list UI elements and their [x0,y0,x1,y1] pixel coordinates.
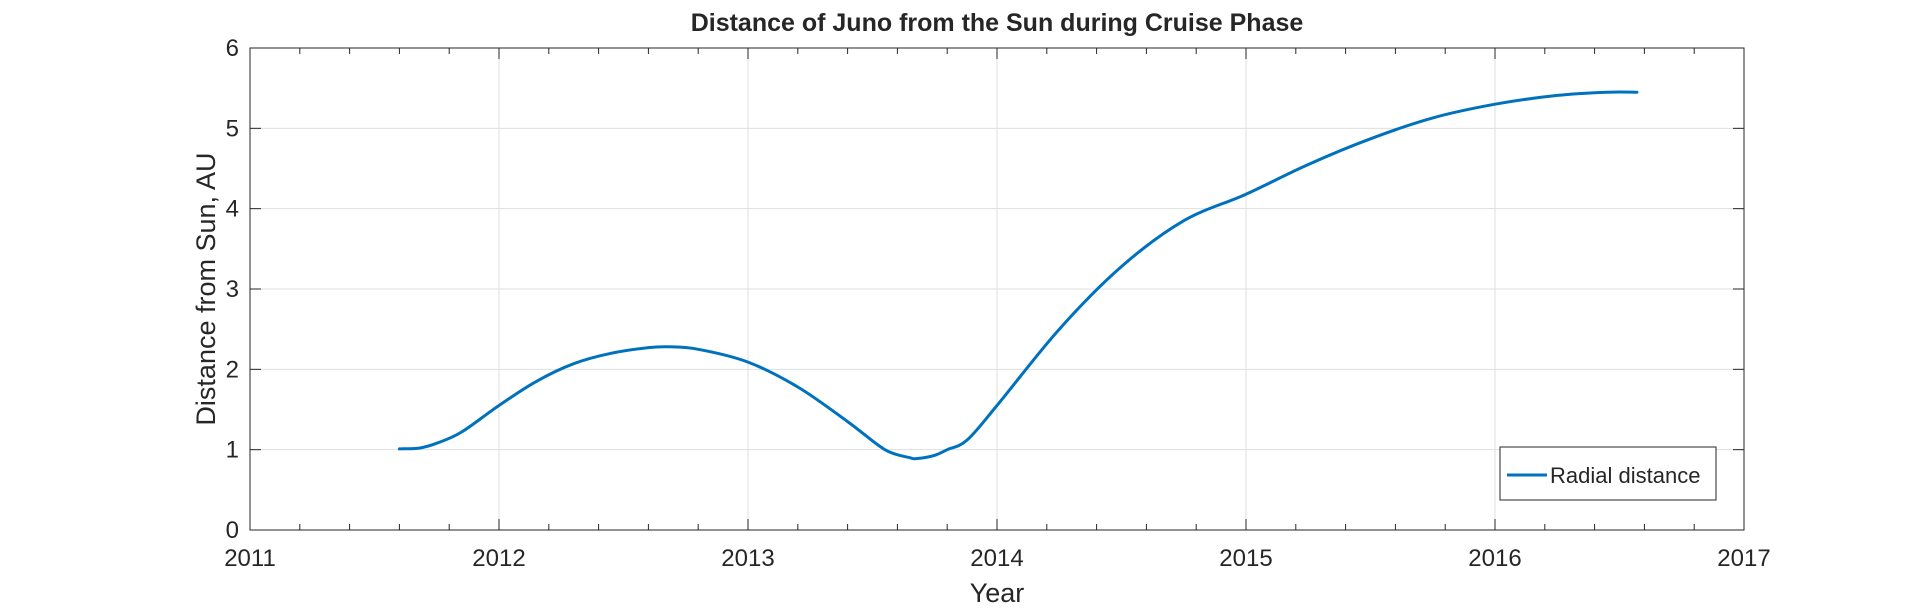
x-tick-label: 2016 [1468,545,1521,572]
y-tick-label: 0 [226,517,239,544]
legend[interactable]: Radial distance [1499,446,1717,501]
y-axis-label: Distance from Sun, AU [191,152,221,425]
x-tick-label: 2015 [1219,545,1272,572]
y-tick-label: 5 [226,115,239,142]
axes-box [249,47,1745,531]
x-tick-label: 2011 [224,545,276,572]
x-axis-label: Year [970,578,1025,608]
y-tick-label: 1 [226,437,239,464]
legend-label-radial-distance: Radial distance [1550,463,1700,488]
chart-title: Distance of Juno from the Sun during Cru… [691,9,1304,37]
y-tick-label: 2 [226,356,239,383]
series-group [397,90,1639,461]
gridlines [250,48,1744,530]
x-tick-label: 2017 [1717,545,1770,572]
series-line-radial-distance [397,90,1639,461]
tick-labels: 2011 2012 2013 2014 2015 2016 2017 0 1 2 3 4 5 6 [224,35,1771,572]
y-tick-label: 4 [226,196,239,223]
x-tick-label: 2014 [970,545,1023,572]
y-tick-label: 6 [226,35,239,62]
x-tick-label: 2013 [721,545,774,572]
y-tick-label: 3 [226,276,239,303]
x-tick-label: 2012 [472,545,525,572]
